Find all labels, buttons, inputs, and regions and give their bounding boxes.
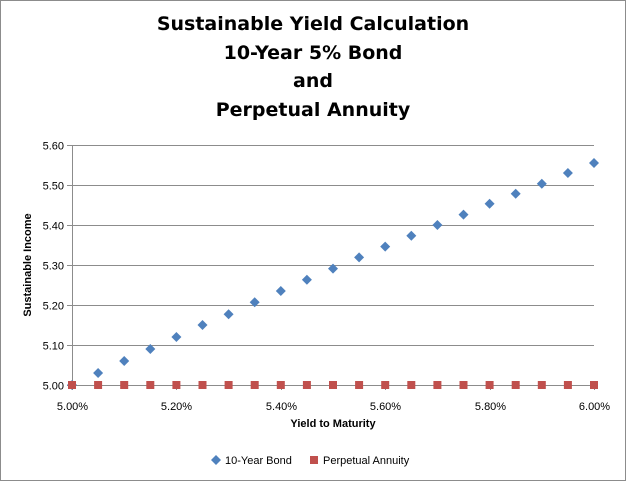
- point-perpetual-annuity: [433, 381, 442, 389]
- chart-title-line-1: Sustainable Yield Calculation: [156, 13, 470, 35]
- point-perpetual-annuity: [355, 381, 364, 389]
- point-10-year-bond: [275, 286, 286, 296]
- x-tick-labels: 5.00% 5.20% 5.40% 5.60% 5.80% 6.00%: [57, 401, 610, 413]
- point-10-year-bond: [249, 297, 260, 308]
- point-perpetual-annuity: [590, 381, 598, 389]
- chart-title: Sustainable Yield Calculation 10-Year 5%…: [0, 10, 626, 124]
- point-10-year-bond: [432, 220, 443, 230]
- point-perpetual-annuity: [302, 381, 311, 389]
- point-perpetual-annuity: [172, 381, 181, 389]
- y-tick-label: 5.00: [43, 381, 64, 393]
- point-perpetual-annuity: [485, 381, 494, 389]
- chart-title-line-4: Perpetual Annuity: [215, 98, 411, 121]
- point-10-year-bond: [406, 230, 417, 241]
- point-10-year-bond: [510, 188, 521, 199]
- y-tick-label: 5.60: [43, 141, 64, 153]
- y-tick-label: 5.40: [43, 221, 64, 233]
- y-tick-label: 5.20: [43, 301, 64, 313]
- legend-square-marker: [310, 456, 318, 464]
- point-perpetual-annuity: [146, 381, 155, 389]
- y-tick-label: 5.30: [43, 261, 64, 273]
- y-tick-labels: 5.00 5.10 5.20 5.30 5.40 5.50 5.60: [43, 141, 64, 393]
- point-perpetual-annuity: [276, 381, 285, 389]
- y-tick-label: 5.50: [43, 181, 64, 193]
- point-10-year-bond: [223, 309, 234, 320]
- point-10-year-bond: [93, 368, 104, 378]
- point-perpetual-annuity: [407, 381, 416, 389]
- chart-title-line-3: and: [293, 70, 333, 92]
- point-10-year-bond: [562, 168, 573, 178]
- legend: 10-Year Bond Perpetual Annuity: [211, 455, 410, 467]
- x-tick-label: 6.00%: [579, 401, 610, 413]
- legend-diamond-marker: [211, 455, 221, 465]
- x-tick-label: 5.60%: [370, 401, 401, 413]
- point-perpetual-annuity: [68, 381, 76, 389]
- point-10-year-bond: [119, 356, 130, 366]
- point-10-year-bond: [458, 209, 469, 220]
- point-10-year-bond: [354, 252, 365, 263]
- point-10-year-bond: [301, 274, 312, 285]
- point-10-year-bond: [484, 198, 495, 209]
- data-points: [67, 158, 599, 390]
- legend-label: 10-Year Bond: [225, 455, 292, 467]
- point-10-year-bond: [380, 241, 391, 252]
- x-tick-label: 5.20%: [161, 401, 192, 413]
- point-perpetual-annuity: [224, 381, 233, 389]
- point-10-year-bond: [171, 332, 182, 342]
- point-10-year-bond: [536, 178, 547, 189]
- chart-title-line-2: 10-Year 5% Bond: [223, 41, 403, 64]
- y-tick-label: 5.10: [43, 341, 64, 353]
- x-tick-label: 5.00%: [57, 401, 88, 413]
- point-perpetual-annuity: [459, 381, 468, 389]
- x-axis-label: Yield to Maturity: [290, 418, 376, 430]
- point-10-year-bond: [145, 344, 156, 354]
- point-perpetual-annuity: [563, 381, 572, 389]
- point-perpetual-annuity: [381, 381, 390, 389]
- point-perpetual-annuity: [198, 381, 207, 389]
- point-perpetual-annuity: [537, 381, 546, 389]
- point-10-year-bond: [328, 263, 338, 274]
- point-perpetual-annuity: [120, 381, 129, 389]
- point-perpetual-annuity: [511, 381, 520, 389]
- point-perpetual-annuity: [94, 381, 103, 389]
- point-10-year-bond: [589, 158, 599, 168]
- x-tick-label: 5.80%: [475, 401, 506, 413]
- x-tick-label: 5.40%: [266, 401, 297, 413]
- y-axis-label: Sustainable Income: [22, 213, 34, 316]
- legend-label: Perpetual Annuity: [323, 455, 410, 467]
- point-perpetual-annuity: [329, 381, 337, 389]
- point-perpetual-annuity: [250, 381, 259, 389]
- point-10-year-bond: [197, 320, 208, 330]
